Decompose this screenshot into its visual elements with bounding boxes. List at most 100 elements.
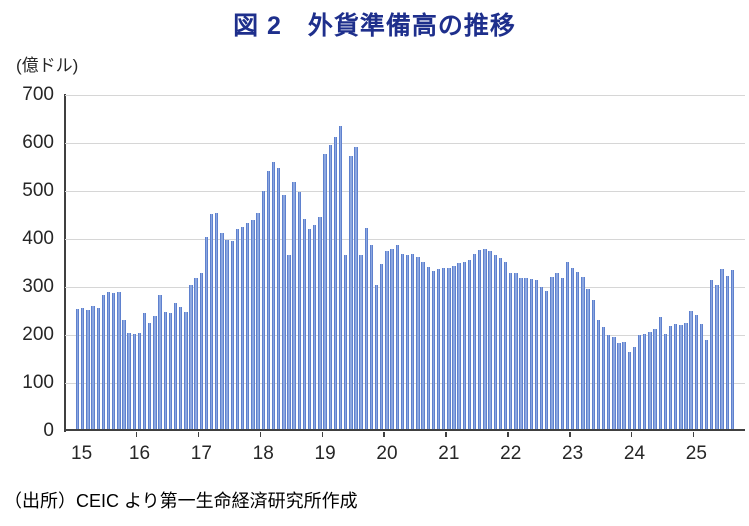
bar [117, 291, 121, 431]
bar [240, 227, 245, 431]
x-tick-label: 25 [685, 443, 707, 464]
gridline [65, 286, 745, 288]
bar [684, 322, 688, 431]
bar [586, 289, 590, 431]
bar [86, 309, 90, 431]
bar [184, 312, 188, 431]
y-tick-label: 100 [22, 372, 54, 393]
y-axis-line [64, 94, 66, 432]
bar [148, 323, 152, 431]
bar [483, 248, 487, 431]
bar [390, 248, 394, 431]
x-tick-mark [197, 432, 200, 437]
bar [689, 311, 693, 431]
bar [730, 269, 735, 431]
bar [632, 346, 637, 431]
bar [679, 324, 683, 431]
bar [400, 253, 405, 431]
bar [338, 125, 343, 431]
bar [462, 261, 466, 431]
bar [122, 319, 126, 431]
bar [431, 271, 436, 431]
bar [555, 272, 559, 431]
bar [416, 256, 420, 431]
bar [627, 351, 631, 431]
bar [101, 295, 106, 431]
bar [457, 263, 461, 431]
bar [323, 153, 327, 431]
bar [488, 250, 492, 431]
bar [276, 168, 281, 431]
bar [251, 219, 255, 431]
bar [189, 284, 193, 431]
gridline [65, 238, 745, 240]
bar [509, 272, 513, 431]
bar [601, 326, 606, 431]
bar [297, 192, 301, 431]
bar [560, 277, 564, 431]
bar [364, 227, 369, 431]
bar [498, 258, 503, 431]
x-tick-label: 22 [500, 443, 522, 464]
bar [179, 307, 183, 431]
x-tick-label: 24 [623, 443, 646, 464]
y-tick-label: 700 [22, 84, 54, 105]
bar [158, 294, 162, 431]
bar [204, 236, 209, 431]
x-tick-mark [259, 432, 262, 437]
bar [266, 171, 271, 431]
bar [411, 253, 415, 431]
bar [612, 336, 616, 431]
bar [720, 268, 724, 431]
y-tick-label: 200 [22, 324, 54, 345]
bar [194, 278, 198, 431]
bar [576, 271, 580, 431]
x-tick-mark [692, 432, 695, 437]
bar [441, 267, 446, 431]
bar [699, 324, 704, 431]
x-tick-label: 19 [314, 443, 336, 464]
x-tick-label: 21 [438, 443, 460, 464]
bar [715, 284, 719, 431]
chart-title: 図 2 外貨準備高の推移 [233, 12, 516, 40]
bar [581, 277, 585, 431]
bar [91, 305, 95, 431]
bar [307, 228, 312, 431]
bar [354, 146, 358, 431]
bar [230, 241, 234, 431]
bar [570, 267, 575, 431]
bar [163, 312, 167, 431]
bar [127, 332, 131, 431]
x-tick-mark [445, 432, 447, 437]
bar [421, 261, 425, 431]
bar [385, 250, 389, 431]
x-tick-mark [321, 432, 323, 437]
gridline [65, 142, 745, 144]
bar [725, 276, 729, 431]
bar [643, 333, 647, 431]
bar [452, 265, 456, 431]
bar [467, 260, 472, 431]
bar [318, 216, 322, 431]
source-note: （出所）CEIC より第一生命経済研究所作成 [4, 491, 358, 511]
bar [225, 239, 229, 431]
bar [209, 214, 214, 431]
bar [137, 333, 142, 431]
bar [374, 284, 379, 431]
bar [106, 292, 111, 431]
bar [344, 255, 348, 431]
bar [153, 316, 157, 431]
bar [704, 340, 709, 431]
bar [637, 335, 642, 431]
bar [132, 333, 136, 431]
bar [519, 277, 523, 431]
bar [565, 261, 570, 431]
bar [524, 278, 528, 431]
bar [282, 195, 286, 431]
bar [694, 314, 699, 431]
x-tick-label: 20 [376, 443, 398, 464]
x-axis-line [65, 429, 745, 431]
plot-area [65, 94, 745, 431]
bar [287, 254, 291, 431]
